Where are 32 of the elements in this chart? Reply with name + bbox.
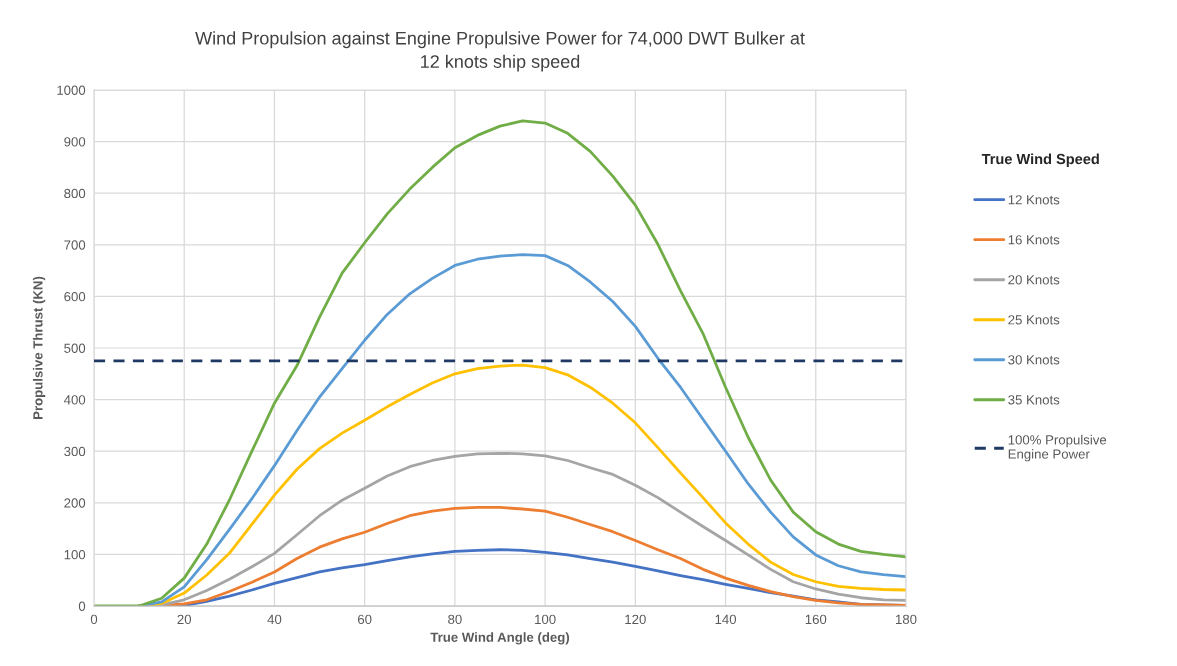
x-tick-label: 160 [805,614,827,625]
legend-label: 100% Propulsive Engine Power [1008,434,1107,462]
x-tick-label: 180 [896,614,917,625]
y-axis-title: Propulsive Thrust (KN) [32,276,46,419]
y-tick-label: 400 [63,395,86,405]
x-tick-label: 60 [358,614,372,625]
y-tick-label: 200 [64,498,86,508]
legend-label: 35 Knots [1008,395,1060,405]
legend-title: True Wind Speed [981,153,1099,168]
x-tick-label: 20 [177,614,192,625]
x-tick-label: 80 [448,614,462,625]
y-tick-label: 0 [78,601,86,611]
x-tick-label: 140 [715,614,737,625]
y-tick-label: 700 [64,240,86,250]
legend-label: 30 Knots [1008,355,1060,365]
y-tick-label: 500 [64,343,86,353]
x-tick-label: 100 [535,614,556,625]
y-tick-label: 600 [64,291,86,302]
y-tick-label: 300 [64,446,86,457]
x-axis-title: True Wind Angle (deg) [430,632,570,645]
legend-label: 20 Knots [1008,275,1060,285]
y-tick-label: 100 [64,549,86,560]
x-tick-label: 40 [267,614,282,625]
legend-label: 25 Knots [1008,315,1060,325]
x-tick-label: 0 [90,614,98,625]
x-tick-label: 120 [625,614,646,625]
legend-label: 16 Knots [1008,235,1060,245]
y-tick-label: 900 [64,137,86,147]
y-tick-label: 800 [64,188,86,199]
chart-title: Wind Propulsion against Engine Propulsive Power for 74,000 DWT Bulker at 12 knots ship speed [195,31,805,72]
legend-label: 12 Knots [1008,195,1060,205]
y-tick-label: 1000 [57,85,86,95]
